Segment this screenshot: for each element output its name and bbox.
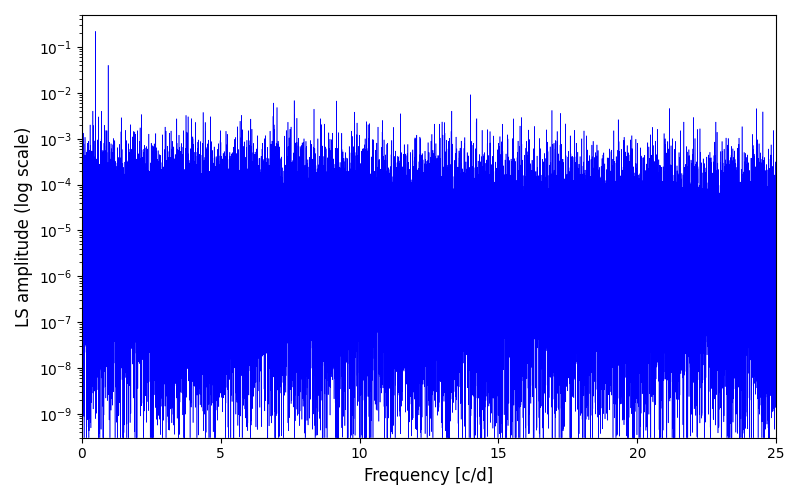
Y-axis label: LS amplitude (log scale): LS amplitude (log scale) [15,126,33,326]
X-axis label: Frequency [c/d]: Frequency [c/d] [364,467,494,485]
